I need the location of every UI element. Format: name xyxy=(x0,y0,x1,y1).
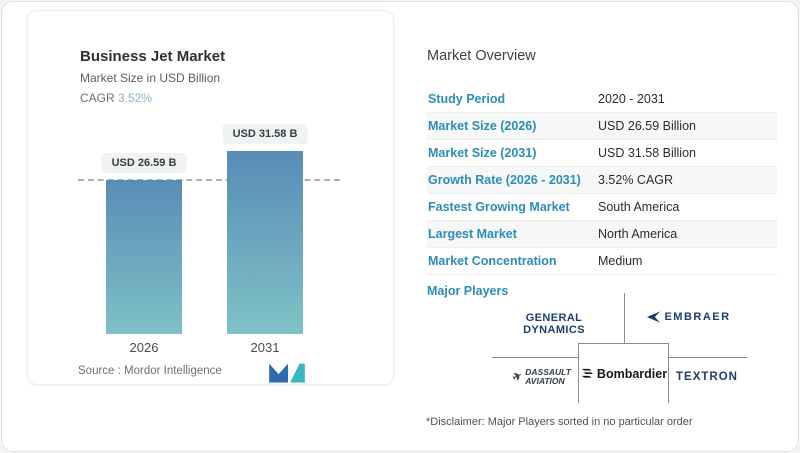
embraer-arrow-icon xyxy=(647,311,661,323)
x-axis-label-2026: 2026 xyxy=(129,340,159,355)
table-row-fastest-growing-market: Fastest Growing Market South America xyxy=(427,194,777,221)
textron-logo: TEXTRON xyxy=(676,371,738,383)
row-label: Largest Market xyxy=(428,227,517,241)
divider-line xyxy=(492,357,578,358)
bar-chart-plot-area: USD 26.59 B USD 31.58 B xyxy=(28,11,393,334)
divider-line xyxy=(624,293,625,343)
row-value: South America xyxy=(598,200,680,214)
row-label: Growth Rate (2026 - 2031) xyxy=(428,173,581,187)
row-label: Fastest Growing Market xyxy=(428,200,570,214)
dassault-line2: AVIATION xyxy=(525,376,565,387)
cagr-label: CAGR xyxy=(80,91,115,105)
disclaimer-text: *Disclaimer: Major Players sorted in no … xyxy=(426,416,693,428)
reference-dashed-line xyxy=(78,178,340,181)
major-players-label: Major Players xyxy=(427,284,509,298)
embraer-logo-text: EMBRAER xyxy=(664,311,731,323)
row-value: North America xyxy=(598,227,678,241)
chart-cagr: CAGR 3.52% xyxy=(80,91,152,105)
chart-subtitle: Market Size in USD Billion xyxy=(80,71,221,85)
dassault-aviation-logo: ✈ DASSAULT AVIATION xyxy=(489,367,595,387)
row-value: 3.52% CAGR xyxy=(598,173,674,187)
bombardier-speedmark-icon xyxy=(581,368,593,378)
table-row-market-size-2031: Market Size (2031) USD 31.58 Billion xyxy=(427,140,777,167)
general-dynamics-logo: GENERAL DYNAMICS xyxy=(523,312,585,336)
cagr-value: 3.52% xyxy=(118,91,153,105)
row-value: Medium xyxy=(598,254,643,268)
source-attribution: Source : Mordor Intelligence xyxy=(78,365,222,377)
bombardier-logo-text: Bombardier xyxy=(596,366,668,381)
row-label: Market Size (2026) xyxy=(428,119,537,133)
table-row-growth-rate: Growth Rate (2026 - 2031) 3.52% CAGR xyxy=(427,167,777,194)
divider-line xyxy=(669,357,747,358)
dassault-plane-icon: ✈ xyxy=(510,369,525,385)
x-axis-label-2031: 2031 xyxy=(250,340,280,355)
row-label: Study Period xyxy=(428,92,506,106)
overview-table: Study Period 2020 - 2031 Market Size (20… xyxy=(427,86,777,275)
embraer-logo: EMBRAER xyxy=(629,311,749,323)
bar-2031 xyxy=(227,150,303,334)
row-value: USD 31.58 Billion xyxy=(598,146,696,160)
bar-2031-value-label: USD 31.58 B xyxy=(222,123,308,144)
table-row-study-period: Study Period 2020 - 2031 xyxy=(427,86,777,113)
bombardier-logo: Bombardier xyxy=(580,367,667,381)
major-players-diagram: GENERAL DYNAMICS EMBRAER Bombardier ✈ DA… xyxy=(417,287,782,409)
row-label: Market Concentration xyxy=(428,254,557,268)
row-value: 2020 - 2031 xyxy=(598,92,665,106)
chart-title: Business Jet Market xyxy=(80,48,226,65)
mordor-intelligence-logo-icon xyxy=(266,358,308,391)
table-row-market-concentration: Market Concentration Medium xyxy=(427,248,777,275)
market-chart-card: Business Jet Market Market Size in USD B… xyxy=(27,10,394,385)
bar-2026-value-label: USD 26.59 B xyxy=(101,152,187,173)
row-label: Market Size (2031) xyxy=(428,146,537,160)
dassault-logo-text: DASSAULT AVIATION xyxy=(525,367,571,387)
table-row-largest-market: Largest Market North America xyxy=(427,221,777,248)
table-row-market-size-2026: Market Size (2026) USD 26.59 Billion xyxy=(427,113,777,140)
dassault-line1: DASSAULT xyxy=(525,367,571,377)
overview-heading: Market Overview xyxy=(427,48,536,64)
row-value: USD 26.59 Billion xyxy=(598,119,696,133)
bombardier-logo-cell: Bombardier xyxy=(578,343,669,403)
bar-2026 xyxy=(106,179,182,334)
